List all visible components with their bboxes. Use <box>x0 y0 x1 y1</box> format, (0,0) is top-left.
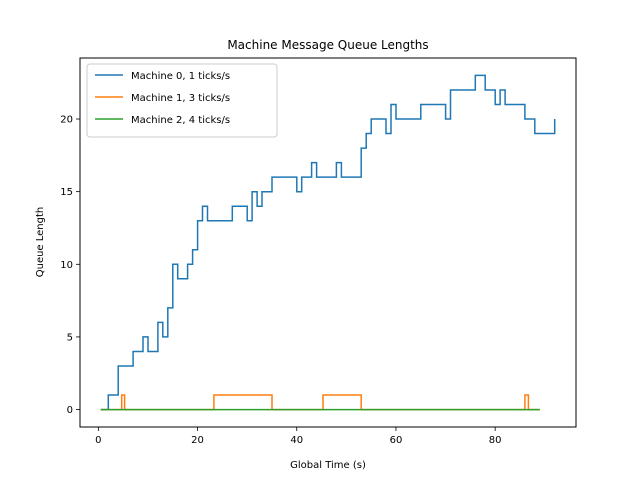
y-tick-label-0: 0 <box>67 405 73 416</box>
y-tick-label-4: 20 <box>60 115 73 126</box>
legend: Machine 0, 1 ticks/s Machine 1, 3 ticks/s… <box>86 63 278 138</box>
x-axis-title: Global Time (s) <box>290 460 366 471</box>
y-tick-label-2: 10 <box>60 260 73 271</box>
series-line-0 <box>100 74 556 411</box>
x-tick-label-4: 80 <box>489 435 502 446</box>
x-tick-label-3: 60 <box>390 435 403 446</box>
chart-title: Machine Message Queue Lengths <box>227 38 428 52</box>
plot-area <box>100 74 556 411</box>
x-tick-label-2: 40 <box>290 435 303 446</box>
y-tick-label-3: 15 <box>60 187 73 198</box>
x-tick-label-0: 0 <box>95 435 101 446</box>
x-tick-label-1: 20 <box>191 435 204 446</box>
x-axis: 0 20 40 60 80 <box>95 427 502 446</box>
axes-frame <box>79 57 577 428</box>
legend-label-2: Machine 2, 4 ticks/s <box>131 115 230 126</box>
y-axis: 0 5 10 15 20 <box>60 115 80 416</box>
legend-label-1: Machine 1, 3 ticks/s <box>131 93 230 104</box>
legend-label-0: Machine 0, 1 ticks/s <box>131 71 230 82</box>
legend-box <box>86 63 278 138</box>
y-tick-label-1: 5 <box>67 332 73 343</box>
y-axis-title: Queue Length <box>35 207 46 278</box>
